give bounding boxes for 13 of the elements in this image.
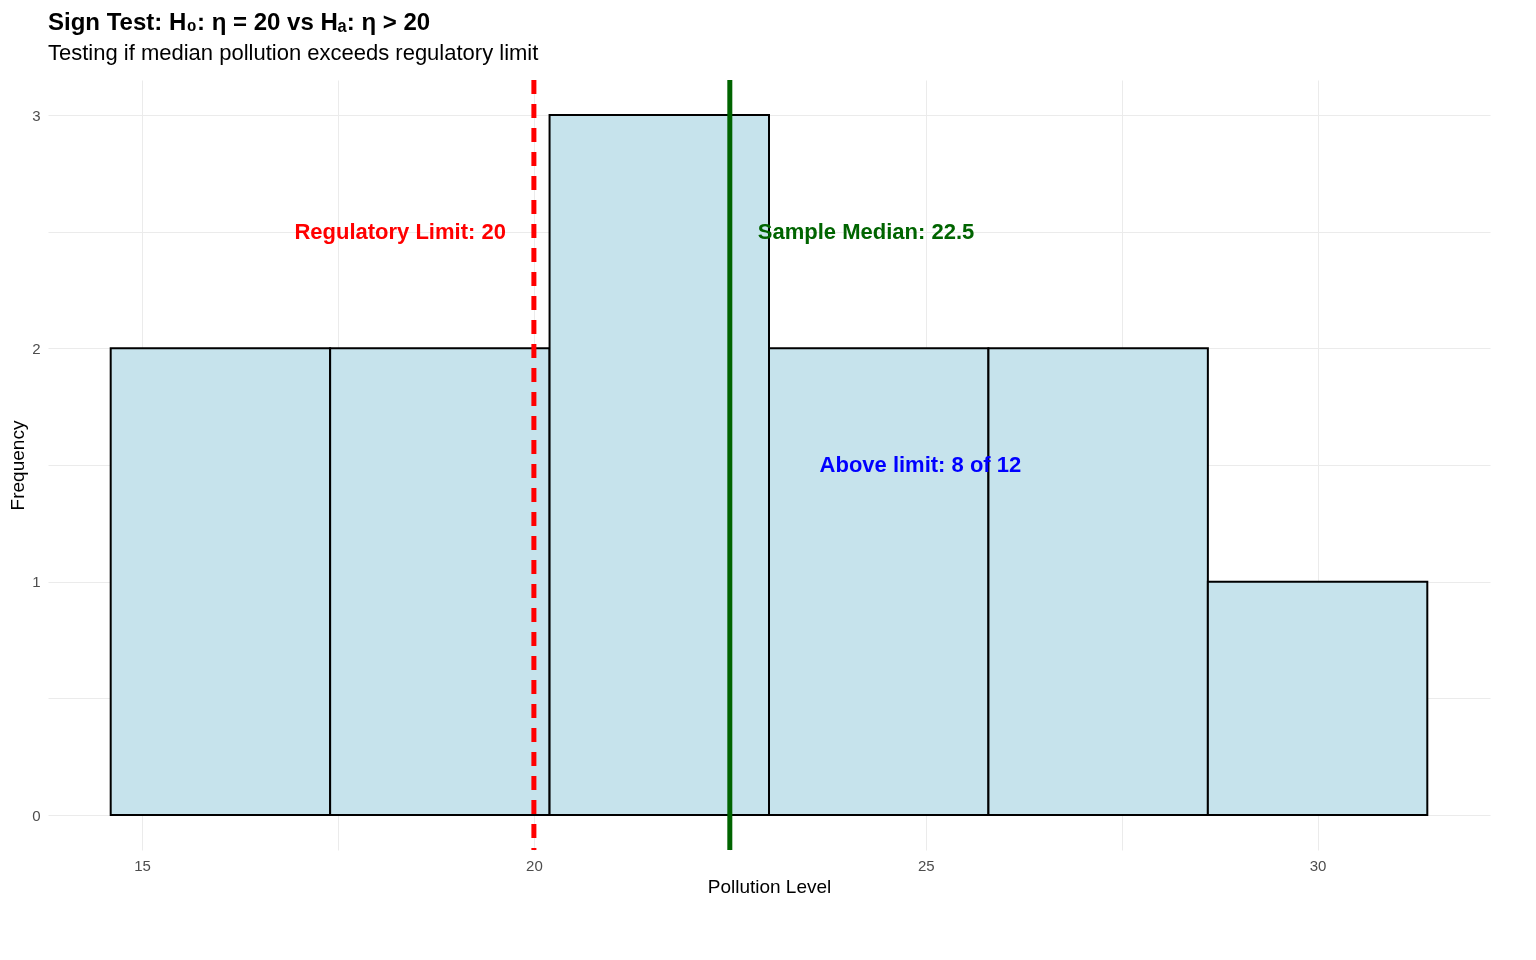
x-tick-label: 25 — [917, 856, 935, 874]
y-tick-label: 2 — [32, 339, 41, 357]
y-tick-label: 0 — [32, 806, 41, 824]
chart-subtitle: Testing if median pollution exceeds regulatory limit — [48, 39, 539, 65]
chart-title: Sign Test: H₀: η = 20 vs Hₐ: η > 20 — [48, 7, 431, 35]
y-tick-label: 1 — [32, 573, 41, 591]
x-axis-title: Pollution Level — [707, 875, 832, 897]
ref-line-label: Regulatory Limit: 20 — [294, 218, 506, 244]
x-tick-label: 30 — [1309, 856, 1327, 874]
x-tick-label: 15 — [134, 856, 151, 874]
x-tick-label: 20 — [526, 856, 543, 874]
y-tick-label: 3 — [32, 106, 41, 124]
y-axis-title: Frequency — [7, 420, 29, 511]
